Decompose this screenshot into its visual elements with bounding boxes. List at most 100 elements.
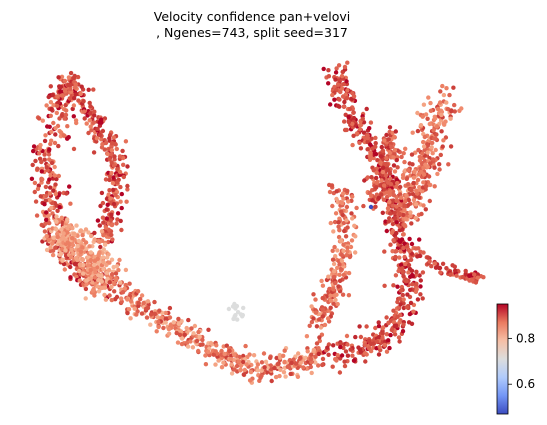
cell-point: [435, 171, 440, 177]
cell-point: [118, 199, 123, 204]
cell-point: [88, 267, 93, 273]
cell-point: [314, 324, 320, 329]
cell-point: [365, 147, 370, 152]
cell-point: [261, 351, 267, 356]
cell-point: [107, 136, 112, 141]
cell-point: [345, 249, 350, 254]
cell-point: [362, 351, 368, 356]
cell-point: [320, 283, 326, 288]
cell-point: [118, 218, 123, 224]
cell-point: [57, 205, 62, 210]
cell-point: [242, 367, 247, 373]
cell-point: [330, 257, 336, 262]
cell-point: [67, 184, 72, 189]
cell-point: [438, 152, 443, 158]
cell-point: [440, 83, 445, 89]
cell-point: [117, 257, 122, 263]
cell-point: [423, 162, 428, 167]
cell-point: [473, 280, 479, 285]
cell-point: [68, 201, 73, 206]
cell-point: [109, 170, 114, 176]
cell-point: [48, 100, 54, 105]
cell-point: [448, 272, 453, 277]
cell-point: [50, 252, 56, 258]
cell-point: [42, 157, 47, 162]
cell-point: [99, 285, 104, 291]
cell-point: [374, 180, 379, 185]
cell-point: [411, 197, 417, 203]
cell-point: [350, 91, 355, 96]
cell-point: [44, 233, 49, 239]
cell-point: [427, 198, 432, 204]
cell-point: [49, 205, 54, 211]
cell-point: [112, 289, 117, 294]
cell-point: [406, 270, 411, 275]
cell-point: [354, 131, 360, 136]
cell-point: [48, 113, 53, 119]
cell-point: [109, 272, 115, 277]
cell-point: [408, 287, 413, 293]
cell-point: [136, 300, 141, 306]
cell-point: [38, 194, 43, 199]
cell-point: [101, 220, 106, 225]
cell-point: [394, 157, 399, 163]
cell-point: [441, 92, 447, 98]
cell-point: [398, 184, 403, 190]
cell-point: [330, 203, 335, 209]
cell-point: [30, 162, 35, 168]
cell-point: [453, 268, 458, 273]
cell-point: [332, 219, 338, 225]
cell-point: [385, 206, 391, 211]
cell-point: [463, 268, 468, 274]
cell-point: [277, 373, 282, 379]
cell-point: [414, 202, 419, 207]
cell-point: [61, 231, 66, 236]
cell-point: [368, 142, 373, 147]
cell-point: [179, 336, 185, 341]
cell-point: [350, 353, 355, 358]
cell-point: [86, 87, 91, 93]
cell-point: [99, 274, 104, 279]
cell-point: [200, 337, 205, 343]
cell-point: [61, 235, 66, 240]
cell-point: [313, 297, 318, 302]
cell-point: [175, 340, 181, 345]
cell-point: [92, 275, 98, 280]
cell-point: [432, 165, 437, 170]
cell-point: [68, 264, 73, 270]
cell-point: [64, 191, 69, 196]
cell-point: [114, 264, 120, 269]
cell-point: [313, 354, 318, 359]
cell-point: [340, 191, 346, 196]
cell-point: [420, 296, 425, 301]
cell-point: [309, 319, 315, 325]
cell-point: [368, 348, 374, 354]
cell-point: [341, 272, 346, 278]
cell-point: [410, 130, 415, 135]
cell-point: [420, 114, 425, 119]
cell-point: [197, 334, 202, 339]
cell-point: [408, 210, 413, 215]
cell-point: [58, 130, 64, 135]
cell-point: [350, 216, 355, 221]
cell-point: [96, 289, 102, 294]
cell-point: [349, 238, 355, 243]
cell-point: [398, 262, 404, 267]
cell-point: [317, 338, 322, 344]
cell-point: [316, 346, 321, 351]
cell-point: [396, 268, 401, 274]
cell-point: [241, 359, 246, 365]
cell-point: [69, 247, 74, 252]
cell-point: [388, 332, 393, 338]
cell-point: [105, 202, 110, 207]
cell-point: [381, 325, 386, 330]
cell-point: [74, 274, 79, 279]
cell-point: [387, 150, 392, 156]
cell-point: [346, 114, 351, 120]
cell-point: [346, 293, 352, 298]
cell-point: [397, 339, 402, 344]
cell-point: [408, 300, 414, 306]
cell-point: [421, 144, 427, 149]
cell-point: [362, 178, 367, 183]
